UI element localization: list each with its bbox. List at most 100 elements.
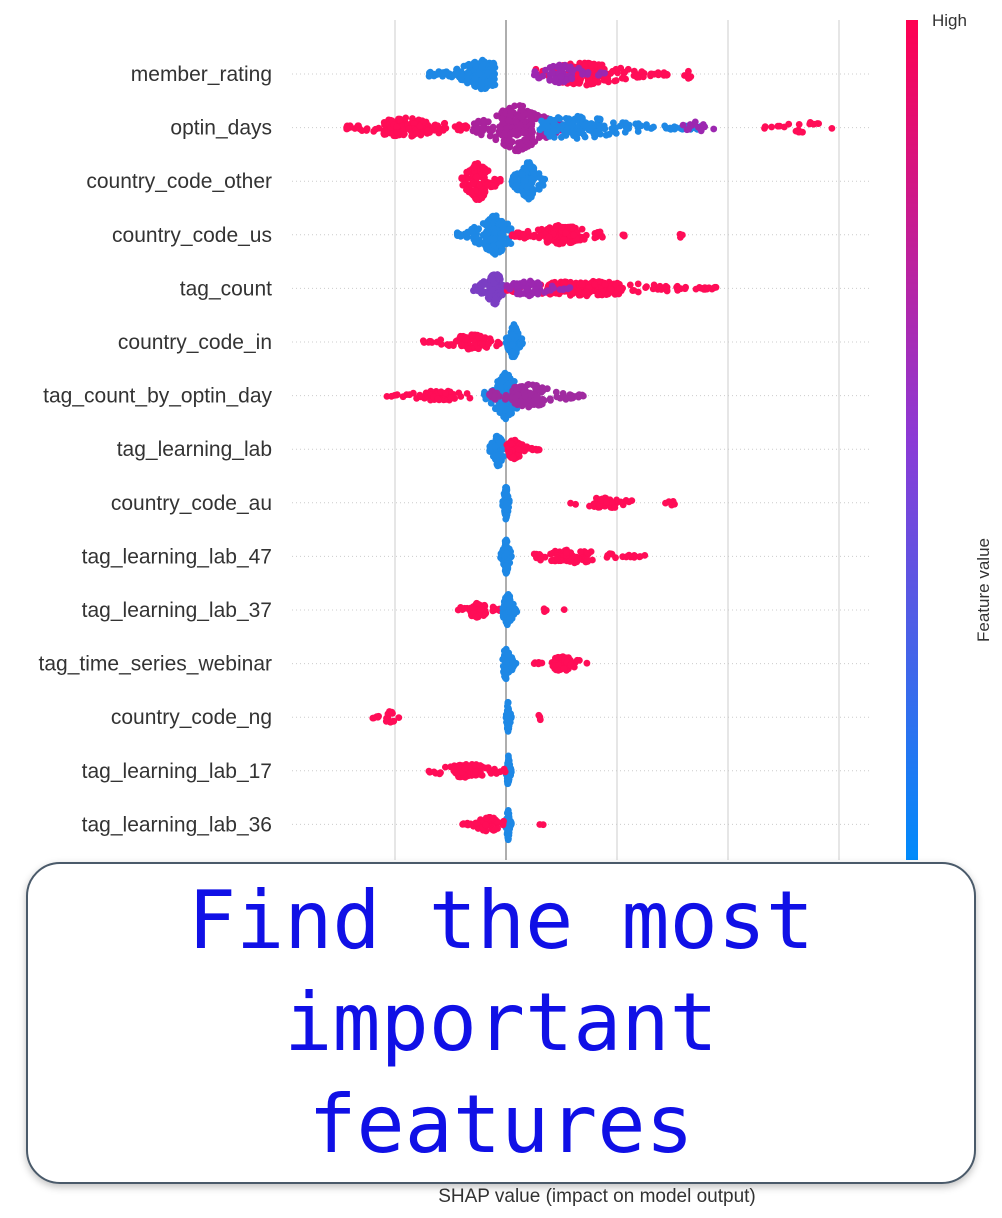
shap-point: [560, 665, 568, 672]
shap-point: [513, 280, 521, 287]
shap-point: [551, 75, 559, 83]
shap-point: [491, 443, 499, 450]
shap-point: [612, 130, 620, 137]
shap-point: [601, 69, 608, 77]
shap-point: [509, 331, 516, 338]
shap-point: [502, 391, 510, 399]
shap-point: [396, 115, 404, 123]
shap-point: [562, 115, 570, 122]
shap-point: [553, 239, 561, 247]
shap-point: [511, 233, 519, 240]
shap-point: [500, 490, 508, 498]
shap-point: [478, 63, 486, 71]
shap-point: [503, 724, 511, 732]
shap-point: [459, 820, 466, 828]
shap-point: [662, 282, 670, 290]
shap-point: [597, 123, 604, 131]
shap-point: [525, 292, 533, 300]
feature-label-country-code-ng: country_code_ng: [111, 706, 272, 729]
shap-point: [482, 168, 490, 176]
shap-point: [579, 114, 586, 122]
shap-point: [556, 115, 564, 122]
shap-point: [494, 271, 501, 278]
shap-point: [503, 562, 510, 570]
shap-point: [795, 127, 803, 135]
shap-point: [388, 392, 395, 400]
shap-point: [634, 288, 642, 296]
shap-point: [573, 558, 581, 566]
shap-point: [663, 71, 671, 79]
shap-point: [518, 105, 526, 113]
shap-point: [650, 70, 658, 78]
shap-point: [635, 120, 642, 127]
feature-label-country-code-other: country_code_other: [86, 170, 272, 193]
shap-point: [591, 234, 599, 242]
shap-point: [564, 285, 572, 293]
shap-point: [608, 286, 615, 294]
shap-point: [583, 659, 591, 667]
shap-point: [433, 338, 441, 346]
shap-point: [485, 340, 492, 348]
shap-point: [489, 60, 496, 67]
shap-point: [462, 335, 470, 343]
shap-point: [459, 175, 466, 182]
shap-point: [475, 236, 483, 244]
shap-point: [602, 498, 610, 506]
shap-point: [761, 123, 769, 131]
shap-point: [424, 127, 432, 135]
shap-point: [479, 341, 487, 349]
shap-point: [504, 335, 512, 343]
shap-point: [530, 233, 538, 241]
shap-point: [455, 389, 463, 397]
shap-point: [500, 453, 507, 460]
shap-point: [622, 553, 630, 561]
shap-point: [520, 177, 528, 184]
shap-point: [595, 71, 603, 79]
shap-point: [555, 661, 563, 669]
shap-point: [587, 80, 595, 88]
shap-point: [638, 68, 646, 75]
shap-point: [531, 138, 539, 146]
shap-point: [505, 600, 513, 607]
shap-point: [472, 173, 480, 181]
shap-point: [580, 290, 588, 298]
shap-point: [602, 131, 610, 139]
shap-point: [425, 767, 433, 775]
shap-point: [425, 72, 433, 80]
shap-point: [780, 123, 788, 131]
shap-point: [528, 120, 536, 128]
shap-point: [679, 121, 687, 129]
shap-point: [537, 232, 544, 240]
shap-point: [535, 660, 542, 668]
shap-point: [463, 233, 470, 241]
shap-point: [505, 371, 512, 379]
shap-point: [486, 335, 494, 343]
feature-row-country-code-other: [458, 159, 549, 204]
shap-point: [580, 235, 588, 243]
shap-point: [467, 820, 475, 828]
shap-point: [539, 182, 547, 189]
shap-point: [502, 658, 510, 665]
shap-point: [399, 393, 407, 401]
shap-point: [668, 501, 676, 509]
shap-point: [496, 405, 504, 413]
shap-point: [703, 285, 711, 293]
shap-point: [620, 231, 628, 239]
shap-point: [774, 122, 782, 130]
shap-point: [515, 147, 522, 155]
shap-point: [496, 177, 504, 185]
shap-point: [464, 345, 472, 353]
shap-point: [603, 554, 611, 561]
shap-point: [611, 504, 619, 511]
shap-point: [640, 73, 647, 81]
shap-point: [482, 610, 489, 618]
shap-point: [526, 111, 534, 119]
shap-point: [499, 224, 507, 232]
shap-point: [521, 392, 529, 399]
shap-point: [464, 69, 472, 76]
shap-point: [538, 400, 546, 408]
data-points: [343, 56, 836, 844]
shap-point: [434, 395, 442, 403]
shap-point: [633, 73, 641, 80]
shap-point: [609, 67, 616, 75]
